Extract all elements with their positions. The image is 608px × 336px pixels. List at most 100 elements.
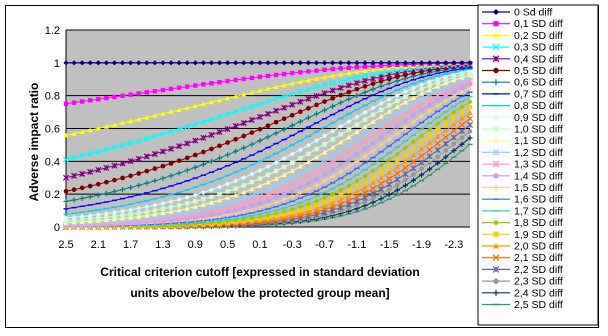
data-point xyxy=(176,158,182,164)
data-point xyxy=(192,103,198,109)
series-1-0-sd-diff xyxy=(63,70,473,224)
data-point xyxy=(120,175,125,181)
data-point xyxy=(63,60,69,66)
data-point xyxy=(386,103,392,108)
data-point xyxy=(394,60,400,66)
data-point xyxy=(128,184,134,191)
data-point xyxy=(492,43,500,51)
data-point xyxy=(338,100,344,106)
data-point xyxy=(103,60,109,66)
data-point xyxy=(257,60,263,66)
data-point xyxy=(362,179,368,185)
data-point xyxy=(410,165,417,172)
data-point xyxy=(394,104,400,109)
legend-item: 2,1 SD diff xyxy=(482,252,563,264)
data-point xyxy=(418,159,425,166)
data-point xyxy=(208,204,215,211)
data-point xyxy=(346,164,352,170)
data-point xyxy=(426,96,433,103)
data-point xyxy=(435,97,441,103)
data-point xyxy=(281,93,288,100)
data-point xyxy=(337,77,344,85)
data-point xyxy=(403,94,408,99)
data-point xyxy=(386,164,392,169)
data-point xyxy=(265,86,271,91)
data-point xyxy=(160,200,166,207)
data-point xyxy=(87,150,94,157)
data-point xyxy=(493,32,499,38)
data-point xyxy=(467,104,473,110)
data-point xyxy=(313,154,320,160)
data-point xyxy=(435,80,440,85)
data-point xyxy=(144,60,150,66)
data-point xyxy=(493,9,499,15)
data-point xyxy=(435,83,441,89)
data-point xyxy=(152,208,158,213)
data-point xyxy=(395,158,400,163)
data-point xyxy=(184,105,190,111)
data-point xyxy=(289,168,295,173)
data-point xyxy=(427,87,433,93)
data-point xyxy=(313,198,320,204)
data-point xyxy=(370,63,376,69)
data-point xyxy=(103,217,109,223)
data-point xyxy=(467,81,473,87)
data-point xyxy=(345,197,352,204)
legend-label: 0,7 SD diff xyxy=(514,88,563,100)
legend-label: 0,5 SD diff xyxy=(514,65,563,77)
data-point xyxy=(184,205,190,211)
data-point xyxy=(450,134,457,141)
data-point xyxy=(346,134,352,140)
data-point xyxy=(298,208,303,213)
data-point xyxy=(241,76,246,82)
data-point xyxy=(96,97,101,102)
data-point xyxy=(241,60,247,66)
data-point xyxy=(330,60,336,66)
data-point xyxy=(111,162,118,169)
data-point xyxy=(257,167,263,173)
data-point xyxy=(418,146,425,152)
data-point xyxy=(79,185,85,191)
data-point xyxy=(459,115,465,121)
data-point xyxy=(330,167,335,173)
data-point xyxy=(314,68,319,73)
data-point xyxy=(443,74,449,80)
data-point xyxy=(152,60,158,66)
data-point xyxy=(330,66,335,72)
data-point xyxy=(209,212,214,218)
y-axis-title: Adverse impact ratio xyxy=(27,83,41,202)
data-point xyxy=(354,178,360,184)
data-point xyxy=(354,114,360,120)
data-point xyxy=(434,87,441,94)
data-point xyxy=(337,200,344,207)
data-point xyxy=(216,197,223,203)
data-point xyxy=(120,213,125,218)
data-point xyxy=(111,216,118,222)
data-point xyxy=(370,75,377,82)
data-point xyxy=(443,127,449,133)
data-point xyxy=(435,76,441,82)
data-point xyxy=(386,157,392,163)
data-point xyxy=(459,85,465,91)
data-point xyxy=(232,197,239,204)
legend-label: 0,3 SD diff xyxy=(514,42,563,54)
data-point xyxy=(103,210,109,217)
data-point xyxy=(208,116,215,123)
data-point xyxy=(152,166,158,171)
data-point xyxy=(354,129,360,135)
data-point xyxy=(338,66,343,71)
data-point xyxy=(402,164,409,171)
data-point xyxy=(62,174,70,181)
data-point xyxy=(297,170,304,177)
data-point xyxy=(443,77,448,82)
data-point xyxy=(305,77,311,83)
data-point xyxy=(257,204,263,211)
data-point xyxy=(240,106,247,113)
legend-item: 2,3 SD diff xyxy=(482,276,563,288)
data-point xyxy=(378,83,384,89)
legend-item: 1,9 SD diff xyxy=(482,229,563,241)
data-point xyxy=(378,60,384,66)
data-point xyxy=(87,183,93,189)
data-point xyxy=(136,171,142,176)
data-point xyxy=(362,185,368,190)
